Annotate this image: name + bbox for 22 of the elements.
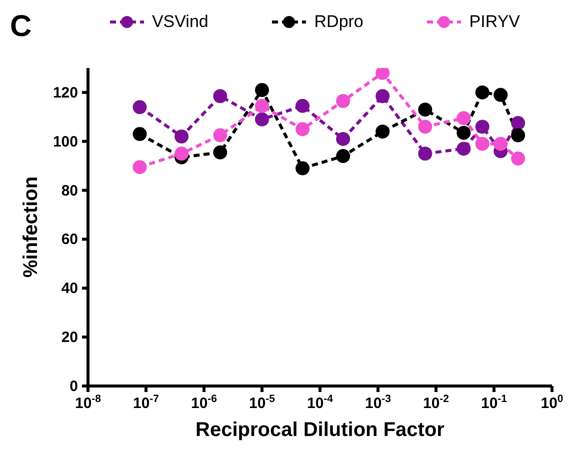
x-tick-label: 10$^{-8}$ [74, 393, 102, 412]
y-tick-label: 100 [52, 133, 78, 150]
x-tick-label: 10$^{0}$ [540, 393, 564, 412]
x-tick-label: 10$^{-1}$ [480, 393, 508, 412]
x-axis-title: Reciprocal Dilution Factor [196, 419, 445, 441]
x-tick-label: 10$^{-2}$ [422, 393, 450, 412]
y-tick-label: 20 [61, 329, 78, 346]
y-tick-label: 120 [52, 84, 78, 102]
text: C [10, 10, 32, 44]
legend-label: VSVind [150, 12, 208, 32]
x-tick-label: 10$^{-4}$ [306, 393, 334, 412]
y-tick-label: 40 [61, 280, 78, 298]
x-tick-label: 10$^{-3}$ [364, 393, 392, 412]
y-tick-label: 60 [61, 231, 78, 248]
legend-label: RDpro [313, 12, 364, 32]
x-tick-label: 10$^{-6}$ [190, 393, 218, 412]
y-tick-label: 80 [61, 182, 78, 200]
y-tick-label: 0 [70, 378, 78, 395]
x-tick-label: 10$^{-5}$ [248, 393, 276, 412]
legend-label: PIRYV [468, 12, 520, 32]
y-axis-title: %infection [20, 176, 42, 278]
x-tick-label: 10$^{-7}$ [132, 393, 160, 412]
